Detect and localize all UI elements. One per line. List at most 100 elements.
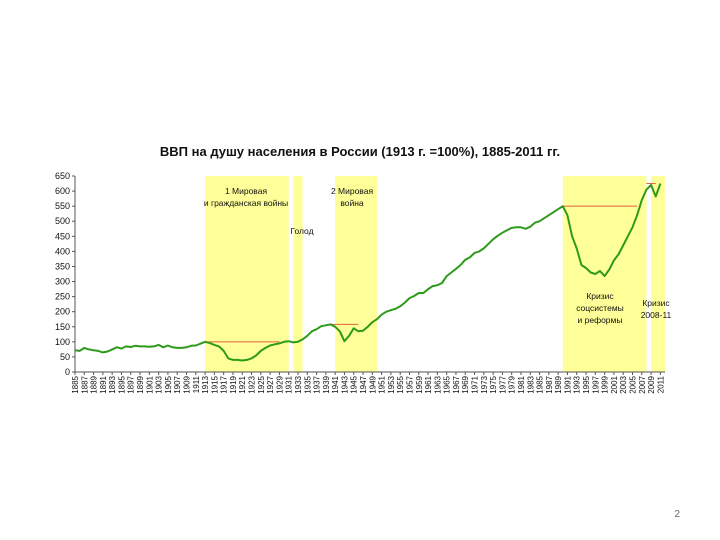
y-tick-label: 650 (55, 171, 70, 181)
x-tick-label: 1941 (331, 375, 340, 393)
x-tick-label: 1953 (387, 375, 396, 393)
x-tick-label: 1921 (238, 375, 247, 393)
x-tick-label: 1947 (359, 375, 368, 393)
band-label: и реформы (578, 315, 623, 325)
y-tick-label: 350 (55, 261, 70, 271)
x-tick-label: 1987 (545, 375, 554, 393)
x-tick-label: 2005 (628, 375, 637, 393)
x-tick-label: 1907 (173, 375, 182, 393)
x-tick-label: 1981 (517, 375, 526, 393)
x-tick-label: 1927 (266, 375, 275, 393)
x-tick-label: 1967 (452, 375, 461, 393)
x-tick-label: 1895 (117, 375, 126, 393)
x-tick-label: 1905 (164, 375, 173, 393)
band-label: Кризис (586, 291, 614, 301)
y-tick-label: 450 (55, 231, 70, 241)
x-tick-label: 2003 (619, 375, 628, 393)
x-tick-label: 1935 (303, 375, 312, 393)
shaded-band (335, 176, 377, 372)
band-label: и гражданская войны (204, 198, 288, 208)
x-tick-label: 1943 (340, 375, 349, 393)
x-tick-label: 1893 (108, 375, 117, 393)
x-tick-label: 1937 (313, 375, 322, 393)
chart-title: ВВП на душу населения в России (1913 г. … (160, 144, 560, 159)
x-tick-label: 1933 (294, 375, 303, 393)
band-label: война (340, 198, 364, 208)
shaded-band (293, 176, 303, 372)
x-tick-label: 1889 (90, 375, 99, 393)
x-tick-label: 2011 (656, 375, 665, 393)
y-tick-label: 150 (55, 322, 70, 332)
x-tick-label: 1891 (99, 375, 108, 393)
x-tick-label: 1971 (471, 375, 480, 393)
x-tick-label: 1957 (405, 375, 414, 393)
shaded-band (651, 176, 665, 372)
x-tick-label: 1923 (248, 375, 257, 393)
x-tick-label: 1993 (573, 375, 582, 393)
y-tick-label: 400 (55, 246, 70, 256)
x-tick-label: 1989 (554, 375, 563, 393)
shaded-bands (205, 176, 665, 372)
y-tick-label: 50 (60, 352, 70, 362)
x-tick-label: 1995 (582, 375, 591, 393)
x-tick-label: 1925 (257, 375, 266, 393)
x-tick-label: 1963 (433, 375, 442, 393)
x-tick-label: 1997 (591, 375, 600, 393)
x-tick-label: 1899 (136, 375, 145, 393)
reference-lines (205, 183, 656, 343)
x-tick-label: 1901 (145, 375, 154, 393)
x-tick-label: 1985 (536, 375, 545, 393)
series-line-path (74, 183, 662, 362)
x-tick-label: 1983 (526, 375, 535, 393)
axes: 0 50 100 150 200 250 300 350 400 450 500 550 600 650 1… (55, 171, 665, 394)
x-tick-label: 1915 (210, 375, 219, 393)
band-label: 2008-11 (641, 310, 672, 320)
band-label: 1 Мировая (225, 186, 268, 196)
y-tick-label: 200 (55, 307, 70, 317)
x-tick-label: 1911 (192, 375, 201, 393)
x-tick-label: 1897 (127, 375, 136, 393)
x-tick-label: 1975 (489, 375, 498, 393)
band-label: соцсистемы (576, 303, 624, 313)
y-tick-label: 250 (55, 292, 70, 302)
x-tick-label: 1955 (396, 375, 405, 393)
y-tick-label: 0 (65, 367, 70, 377)
x-tick-label: 1979 (508, 375, 517, 393)
series-line (74, 183, 662, 362)
x-tick-label: 1909 (182, 375, 191, 393)
y-tick-label: 100 (55, 337, 70, 347)
x-tick-label: 1903 (155, 375, 164, 393)
x-tick-label: 1885 (71, 375, 80, 393)
x-tick-label: 1999 (601, 375, 610, 393)
x-tick-label: 2009 (647, 375, 656, 393)
x-tick-label: 1965 (443, 375, 452, 393)
x-tick-label: 1917 (220, 375, 229, 393)
x-tick-label: 1969 (461, 375, 470, 393)
shaded-band (562, 176, 647, 372)
y-tick-label: 550 (55, 201, 70, 211)
x-tick-label: 1991 (563, 375, 572, 393)
x-tick-label: 1929 (275, 375, 284, 393)
x-tick-label: 1939 (322, 375, 331, 393)
band-label: 2 Мировая (331, 186, 374, 196)
x-tick-label: 2007 (638, 375, 647, 393)
x-tick-label: 2001 (610, 375, 619, 393)
x-tick-label: 1951 (378, 375, 387, 393)
x-tick-label: 1931 (285, 375, 294, 393)
band-label: Кризис (642, 298, 670, 308)
x-tick-label: 1973 (480, 375, 489, 393)
x-tick-label: 1887 (80, 375, 89, 393)
band-labels: 1 Мировая и гражданская войны Голод 2 Миров… (204, 186, 672, 325)
y-tick-label: 300 (55, 277, 70, 287)
y-tick-label: 500 (55, 216, 70, 226)
x-tick-label: 1977 (498, 375, 507, 393)
band-label: Голод (290, 226, 313, 236)
y-tick-label: 600 (55, 186, 70, 196)
x-tick-label: 1949 (368, 375, 377, 393)
shaded-band (205, 176, 289, 372)
page-number: 2 (674, 509, 680, 520)
x-tick-label: 1959 (415, 375, 424, 393)
x-tick-label: 1913 (201, 375, 210, 393)
